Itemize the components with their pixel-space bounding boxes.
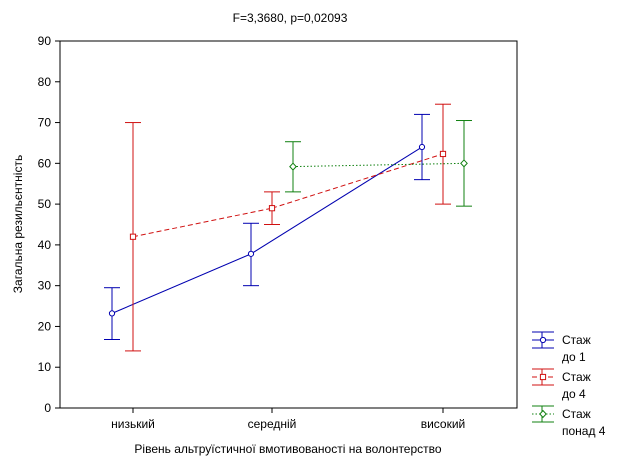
data-point [289,162,297,171]
y-axis: 0 10 20 30 40 50 60 70 80 90 [38,34,60,415]
x-tick-label: низький [111,417,155,431]
y-tick-label: 40 [38,238,52,252]
legend-label: Стаж [562,333,591,347]
x-tick-label: високий [421,417,466,431]
legend: Стаж до 1 Стаж до 4 Стаж понад 4 [532,331,606,438]
legend-marker [539,336,547,344]
data-point [418,143,426,151]
data-point [268,205,276,212]
legend-entry-3: Стаж понад 4 [532,405,606,438]
data-point [129,233,137,240]
y-tick-label: 90 [38,34,52,48]
data-point [460,159,468,168]
plot-area [59,40,518,409]
series-layer [104,103,472,352]
series-2 [125,103,451,352]
series-line-segment [271,153,444,209]
y-tick-label: 70 [38,116,52,130]
x-tick-label: середній [248,417,297,431]
legend-entry-2: Стаж до 4 [532,368,591,401]
y-tick-label: 10 [38,360,52,374]
x-axis-title: Рівень альтруїстичної вмотивованості на … [134,442,441,456]
series-1 [104,113,430,340]
chart-title: F=3,3680, p=0,02093 [233,11,348,25]
legend-label: понад 4 [562,424,606,438]
y-tick-label: 20 [38,319,52,333]
series-line-segment [111,253,252,314]
y-tick-label: 60 [38,156,52,170]
series-line-segment [250,146,423,255]
y-tick-label: 30 [38,279,52,293]
data-point [108,310,116,317]
data-point [439,150,447,158]
y-axis-title: Загальна резильєнтність [11,155,25,293]
legend-label: Стаж [562,370,591,384]
y-tick-label: 0 [44,401,51,415]
data-point [247,250,255,257]
legend-label: до 4 [562,387,586,401]
legend-entry-1: Стаж до 1 [532,331,591,364]
y-tick-label: 80 [38,75,52,89]
x-axis: низький середній високий [111,408,465,431]
legend-label: до 1 [562,350,586,364]
legend-label: Стаж [562,407,591,421]
series-3 [285,120,472,207]
series-line-segment [292,162,465,168]
legend-marker [539,373,547,381]
y-tick-label: 50 [38,197,52,211]
legend-marker [539,409,547,419]
